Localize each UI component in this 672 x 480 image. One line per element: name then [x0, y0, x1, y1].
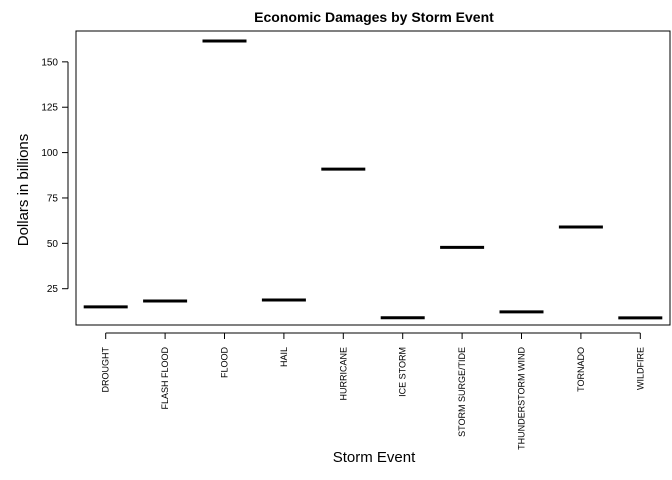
x-axis-title: Storm Event	[333, 449, 416, 466]
x-tick-label: TORNADO	[576, 347, 586, 392]
x-axis: DROUGHT FLASH FLOOD FLOOD HAIL HURRICANE ICE …	[101, 332, 645, 450]
x-tick-label: FLOOD	[220, 347, 230, 379]
x-tick-label: HAIL	[279, 347, 289, 367]
plot-box	[75, 30, 671, 326]
x-tick-label: HURRICANE	[338, 347, 348, 401]
x-tick-label: STORM SURGE/TIDE	[457, 347, 467, 437]
y-axis: 25 50 75 100 125 150	[41, 57, 69, 295]
y-tick-label: 50	[47, 239, 59, 250]
x-tick-label: FLASH FLOOD	[160, 347, 170, 410]
y-axis-title: Dollars in billions	[15, 134, 32, 247]
data-marks	[83, 39, 663, 320]
x-tick-label: DROUGHT	[101, 347, 111, 393]
x-tick-label: WILDFIRE	[635, 347, 645, 390]
chart-title: Economic Damages by Storm Event	[254, 9, 494, 25]
x-tick-label: ICE STORM	[398, 347, 408, 397]
y-tick-label: 75	[47, 193, 59, 204]
x-tick-label: THUNDERSTORM WIND	[517, 347, 527, 450]
y-tick-label: 150	[41, 57, 58, 68]
y-tick-label: 25	[47, 284, 59, 295]
y-tick-label: 125	[41, 103, 58, 114]
y-tick-label: 100	[41, 148, 58, 159]
